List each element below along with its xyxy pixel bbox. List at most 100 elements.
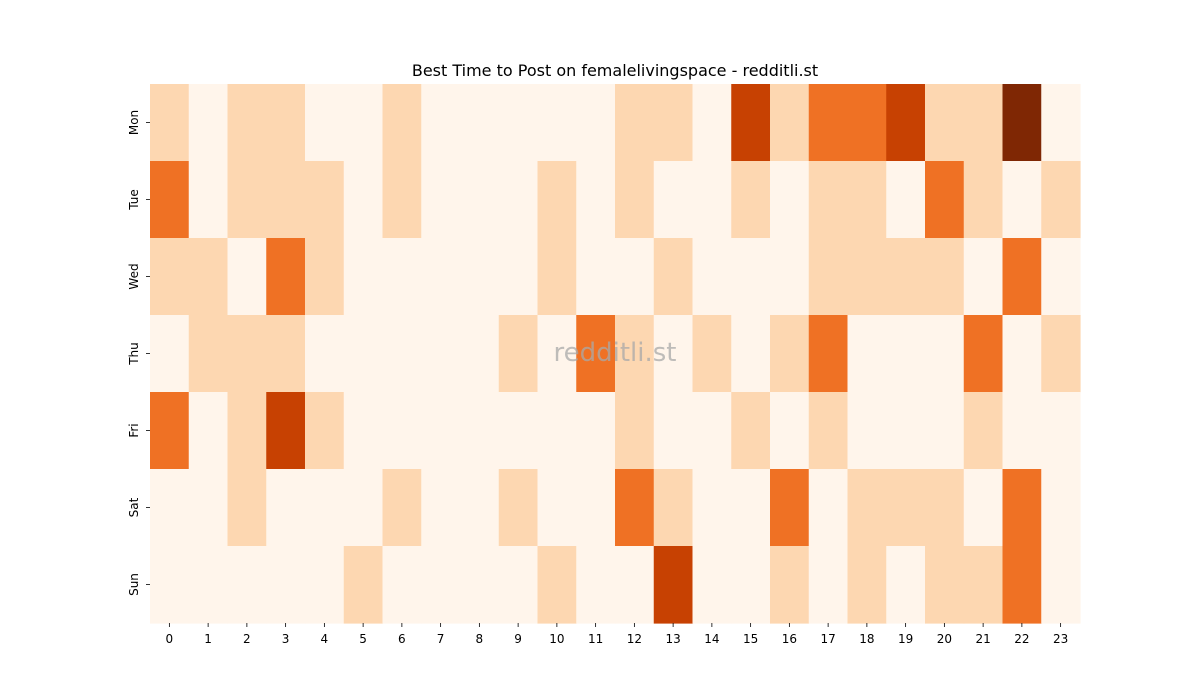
- heatmap-cell: [847, 84, 887, 162]
- heatmap-cell: [150, 392, 190, 470]
- heatmap-cell: [421, 546, 461, 624]
- heatmap-cell: [266, 546, 306, 624]
- heatmap-cell: [537, 315, 577, 393]
- heatmap-cell: [808, 392, 849, 470]
- heatmap-cell: [460, 84, 500, 162]
- heatmap-cell: [150, 161, 190, 239]
- heatmap-cell: [537, 469, 577, 547]
- heatmap-cell: [537, 238, 577, 316]
- heatmap-cell: [963, 392, 1004, 470]
- heatmap-cell: [227, 546, 267, 624]
- heatmap-cell: [576, 315, 616, 393]
- heatmap-cell: [382, 315, 422, 393]
- heatmap-cell: [266, 392, 306, 470]
- heatmap-cell: [963, 315, 1004, 393]
- x-tick-label: 1: [204, 632, 212, 646]
- heatmap-cell: [382, 84, 422, 162]
- watermark-text: redditli.st: [554, 338, 677, 368]
- heatmap-cell: [615, 161, 655, 239]
- heatmap-cell: [1041, 469, 1081, 547]
- x-tick-label: 18: [859, 632, 874, 646]
- heatmap-cell: [421, 161, 461, 239]
- heatmap-cell: [925, 84, 965, 162]
- heatmap-cell: [460, 161, 500, 239]
- heatmap-cell: [731, 161, 771, 239]
- heatmap-cells: [150, 84, 1081, 624]
- heatmap-cell: [421, 392, 461, 470]
- heatmap-cell: [770, 161, 810, 239]
- heatmap-cell: [886, 84, 926, 162]
- heatmap-cell: [1041, 161, 1081, 239]
- heatmap-cell: [421, 315, 461, 393]
- heatmap-cell: [886, 161, 926, 239]
- heatmap-cell: [1002, 238, 1042, 316]
- x-tick-label: 20: [937, 632, 952, 646]
- heatmap-cell: [460, 238, 500, 316]
- heatmap-cell: [498, 238, 539, 316]
- heatmap-cell: [576, 392, 616, 470]
- heatmap-cell: [653, 315, 694, 393]
- heatmap-cell: [150, 546, 190, 624]
- heatmap-cell: [963, 84, 1004, 162]
- heatmap-cell: [963, 469, 1004, 547]
- heatmap-cell: [886, 392, 926, 470]
- heatmap-cell: [847, 392, 887, 470]
- heatmap-cell: [886, 546, 926, 624]
- heatmap-cell: [731, 392, 771, 470]
- y-tick-label: Sun: [127, 573, 141, 596]
- heatmap-cell: [731, 315, 771, 393]
- heatmap-cell: [498, 315, 539, 393]
- heatmap-cell: [188, 392, 229, 470]
- heatmap-cell: [847, 315, 887, 393]
- heatmap-cell: [731, 84, 771, 162]
- heatmap-cell: [576, 469, 616, 547]
- heatmap-cell: [343, 238, 384, 316]
- heatmap-cell: [382, 392, 422, 470]
- heatmap-cell: [343, 161, 384, 239]
- heatmap-cell: [925, 392, 965, 470]
- heatmap-cell: [576, 238, 616, 316]
- heatmap-cell: [847, 469, 887, 547]
- heatmap-cell: [421, 84, 461, 162]
- heatmap-cell: [770, 469, 810, 547]
- heatmap-cell: [808, 469, 849, 547]
- heatmap-cell: [808, 161, 849, 239]
- y-axis: Mon Tue Wed Thu Fri Sat Sun: [127, 110, 150, 596]
- heatmap-cell: [188, 546, 229, 624]
- x-tick-label: 6: [398, 632, 406, 646]
- heatmap-cell: [460, 469, 500, 547]
- heatmap-cell: [266, 84, 306, 162]
- x-tick-label: 17: [820, 632, 835, 646]
- heatmap-cell: [770, 238, 810, 316]
- x-tick-label: 19: [898, 632, 913, 646]
- heatmap-cell: [653, 392, 694, 470]
- heatmap-cell: [1041, 238, 1081, 316]
- heatmap-cell: [150, 238, 190, 316]
- heatmap-cell: [925, 161, 965, 239]
- heatmap-cell: [305, 392, 345, 470]
- heatmap-cell: [770, 392, 810, 470]
- heatmap-cell: [460, 392, 500, 470]
- heatmap-cell: [925, 238, 965, 316]
- x-tick-label: 13: [665, 632, 680, 646]
- heatmap-cell: [1002, 161, 1042, 239]
- heatmap-cell: [770, 315, 810, 393]
- x-tick-label: 22: [1014, 632, 1029, 646]
- heatmap-cell: [615, 546, 655, 624]
- heatmap-cell: [305, 315, 345, 393]
- heatmap-cell: [615, 315, 655, 393]
- heatmap-cell: [886, 238, 926, 316]
- heatmap-cell: [653, 238, 694, 316]
- heatmap-cell: [615, 392, 655, 470]
- heatmap-cell: [615, 238, 655, 316]
- heatmap-cell: [770, 84, 810, 162]
- x-tick-label: 11: [588, 632, 603, 646]
- y-tick-label: Fri: [127, 423, 141, 437]
- heatmap-cell: [731, 469, 771, 547]
- heatmap-cell: [692, 469, 732, 547]
- heatmap-cell: [498, 546, 539, 624]
- heatmap-cell: [1002, 546, 1042, 624]
- heatmap-cell: [576, 84, 616, 162]
- x-tick-label: 12: [627, 632, 642, 646]
- heatmap-cell: [188, 161, 229, 239]
